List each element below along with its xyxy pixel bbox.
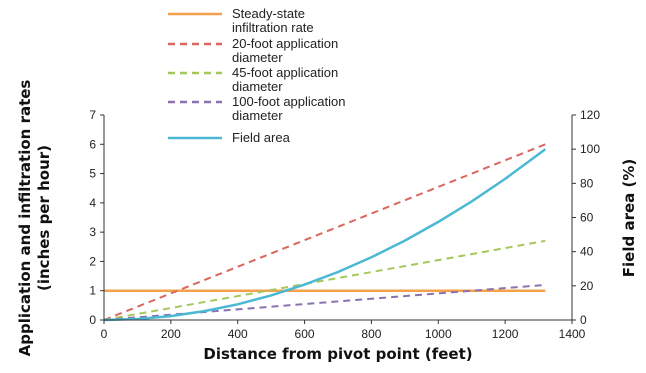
y-tick-label: 4 — [89, 196, 96, 210]
series-line-20-foot-application-diameter — [103, 143, 546, 321]
y-tick-label: 5 — [89, 167, 96, 181]
legend-label-field-area: Field area — [232, 130, 291, 145]
y-tick-label: 7 — [89, 108, 96, 122]
y-tick-label: 6 — [89, 137, 96, 151]
plot-lines — [103, 143, 547, 322]
x-tick-label: 1200 — [492, 327, 519, 341]
series-line-field-area — [103, 148, 547, 322]
legend-label-steady-state-infiltration-rate: Steady-state — [232, 6, 305, 21]
y2-tick-label: 20 — [580, 279, 594, 293]
y-axis-title: Application and infiltration rates (inch… — [16, 80, 53, 357]
legend-label-100-foot-application-diameter: 100-foot application — [232, 94, 345, 109]
legend-label-20-foot-application-diameter: 20-foot application — [232, 36, 338, 51]
series-line-45-foot-application-diameter — [103, 239, 546, 321]
y2-tick-label: 40 — [580, 245, 594, 259]
y-tick-label: 0 — [89, 313, 96, 327]
y-tick-label: 1 — [89, 284, 96, 298]
x-ticks: 0 200 400 600 800 1000 1200 1400 — [101, 320, 586, 341]
y2-tick-label: 0 — [580, 313, 587, 327]
legend-label-100-foot-application-diameter: diameter — [232, 108, 283, 123]
x-tick-label: 400 — [228, 327, 248, 341]
x-tick-label: 0 — [101, 327, 108, 341]
y-axis-title-line-2: (inches per hour) — [35, 145, 53, 291]
y2-ticks: 0 20 40 60 80 100 120 — [572, 108, 600, 327]
y-tick-label: 2 — [89, 254, 96, 268]
x-tick-label: 600 — [295, 327, 315, 341]
x-tick-label: 200 — [161, 327, 181, 341]
legend-label-20-foot-application-diameter: diameter — [232, 50, 283, 65]
y2-tick-label: 60 — [580, 211, 594, 225]
y2-tick-label: 120 — [580, 108, 600, 122]
y-axis-title-line-1: Application and infiltration rates — [16, 80, 34, 357]
legend-label-45-foot-application-diameter: 45-foot application — [232, 65, 338, 80]
x-tick-label: 800 — [361, 327, 381, 341]
legend-label-45-foot-application-diameter: diameter — [232, 79, 283, 94]
x-tick-label: 1400 — [559, 327, 586, 341]
x-tick-label: 1000 — [425, 327, 452, 341]
x-axis-title: Distance from pivot point (feet) — [203, 345, 472, 363]
legend-label-steady-state-infiltration-rate: infiltration rate — [232, 20, 314, 35]
y2-tick-label: 80 — [580, 176, 594, 190]
y2-tick-label: 100 — [580, 142, 600, 156]
y-ticks: 0 1 2 3 4 5 6 7 — [89, 108, 104, 327]
y2-axis-title: Field area (%) — [620, 159, 638, 277]
y-tick-label: 3 — [89, 225, 96, 239]
